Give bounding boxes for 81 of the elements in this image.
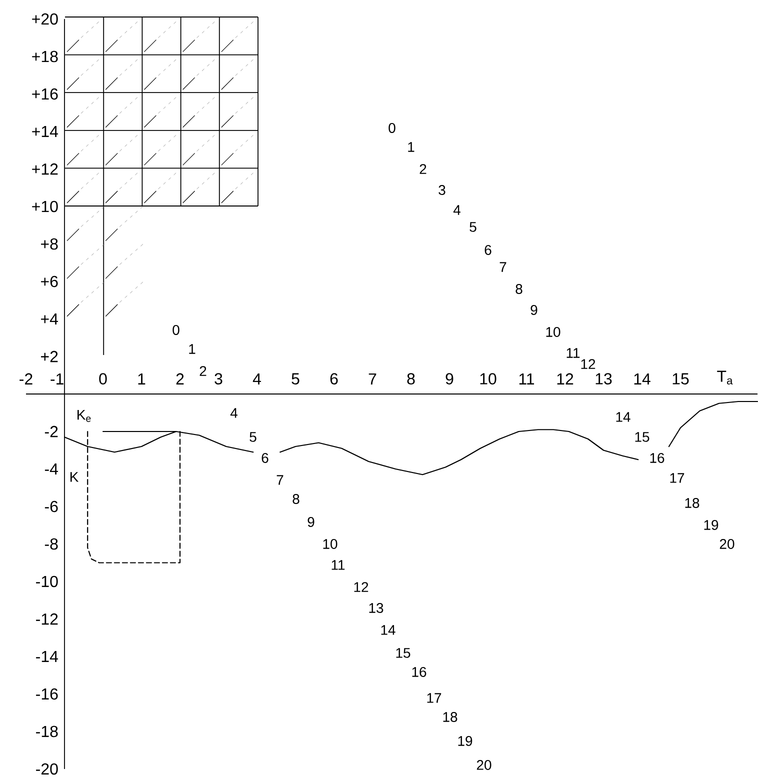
annotation: 19 (458, 736, 472, 746)
y-tick-label: +2 (41, 350, 58, 362)
x-tick-label: 2 (176, 373, 184, 384)
y-tick-label: -6 (44, 500, 58, 512)
annotation: 9 (530, 305, 538, 315)
y-tick-label: +16 (32, 88, 58, 100)
annotation: 20 (720, 539, 734, 549)
y-tick-label: -18 (36, 726, 58, 738)
x-tick-label: 1 (138, 373, 146, 384)
annotation: 14 (616, 412, 630, 422)
x-tick-label: 9 (446, 373, 454, 384)
y-tick-label: +4 (41, 313, 58, 324)
annotation: K$_{e}$ (78, 410, 91, 422)
y-tick-label: -2 (44, 426, 58, 438)
annotation: 20 (476, 760, 492, 770)
annotation: 1 (189, 344, 196, 354)
x-axis-title: T$_{a}$ (717, 370, 733, 384)
y-tick-label: -8 (44, 538, 58, 550)
annotation: 6 (484, 245, 492, 255)
annotation: 4 (453, 205, 460, 215)
x-tick-label: 14 (634, 373, 650, 384)
x-tick-label: 7 (368, 373, 376, 384)
x-tick-label: 3 (214, 373, 222, 384)
y-tick-label: +20 (32, 13, 58, 25)
y-tick-label: +12 (32, 163, 58, 175)
annotation: 11 (566, 348, 580, 358)
annotation: 2 (200, 366, 206, 376)
annotation: 19 (704, 520, 718, 530)
y-tick-label: -16 (36, 688, 58, 700)
x-tick-label: 13 (596, 373, 612, 384)
annotation: 14 (381, 625, 396, 635)
annotation: 18 (443, 712, 458, 722)
y-tick-label: +8 (41, 238, 58, 250)
annotation: 17 (670, 473, 684, 483)
annotation: 15 (396, 648, 410, 658)
y-tick-label: -10 (36, 576, 58, 588)
annotation: 7 (500, 262, 506, 272)
y-tick-label: -20 (36, 763, 58, 775)
annotation: 0 (172, 325, 180, 335)
annotation: 2 (420, 164, 426, 174)
x-tick-label: 15 (672, 373, 689, 384)
annotation: 0 (388, 123, 396, 133)
x-tick-label: 10 (480, 373, 496, 384)
annotation: 16 (412, 667, 426, 677)
annotation: 12 (581, 359, 596, 369)
y-tick-label: +14 (32, 126, 58, 138)
y-tick-label: -14 (36, 650, 58, 662)
annotation: 4 (230, 408, 238, 418)
x-tick-label: 8 (407, 373, 415, 384)
annotation: 1 (408, 142, 414, 152)
x-tick-label: 11 (519, 373, 534, 384)
x-tick-label: 5 (292, 373, 300, 384)
y-tick-label: +18 (32, 50, 58, 62)
annotation: 5 (250, 432, 256, 442)
x-tick-label: -2 (20, 373, 32, 384)
annotation: K (70, 472, 79, 482)
annotation: 12 (354, 582, 368, 592)
x-tick-label: 6 (330, 373, 338, 384)
y-tick-label: -12 (36, 613, 58, 625)
annotation: 8 (292, 494, 300, 504)
x-tick-label: -1 (50, 373, 64, 384)
x-tick-label: 12 (557, 373, 574, 384)
annotation: 10 (546, 327, 560, 337)
y-tick-label: +10 (32, 200, 58, 212)
annotation: 17 (427, 693, 442, 703)
annotation: 10 (323, 539, 338, 549)
annotation: 9 (308, 517, 314, 527)
annotation: 16 (650, 453, 664, 463)
x-tick-label: 0 (99, 373, 107, 384)
annotation: 8 (516, 284, 522, 294)
y-tick-label: +6 (41, 276, 58, 288)
annotation: 11 (332, 560, 345, 570)
annotation: 7 (276, 475, 284, 485)
y-tick-label: -4 (44, 463, 58, 474)
annotation: 13 (369, 603, 384, 613)
annotation: 18 (685, 498, 700, 508)
annotation: 15 (635, 432, 650, 442)
annotation: 6 (262, 453, 268, 463)
annotation: 3 (438, 185, 446, 195)
annotation: 5 (470, 222, 476, 232)
x-tick-label: 4 (252, 373, 261, 384)
